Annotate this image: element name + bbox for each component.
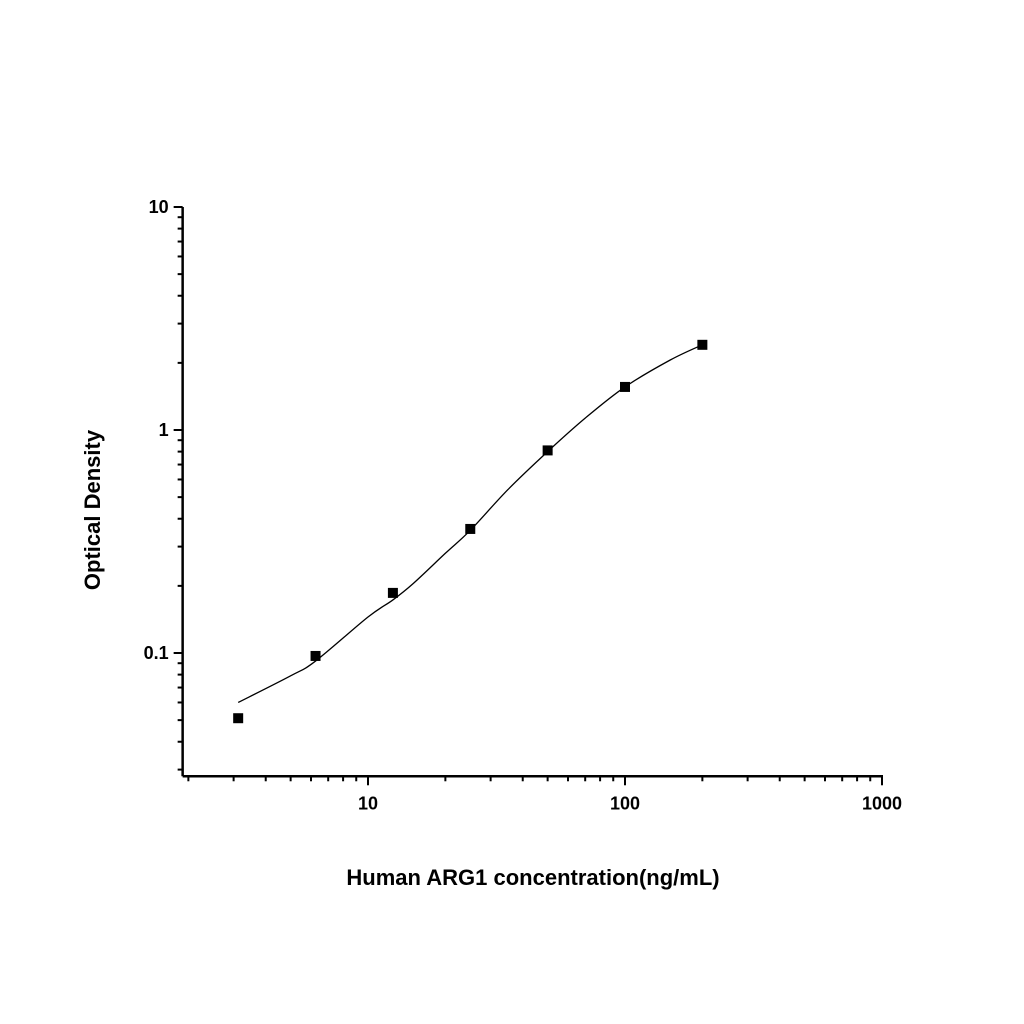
x-tick-label: 10 bbox=[358, 793, 378, 813]
data-point bbox=[465, 523, 476, 534]
y-tick-label: 0.1 bbox=[144, 643, 169, 663]
data-point bbox=[542, 445, 553, 456]
data-point bbox=[387, 587, 398, 598]
data-point bbox=[310, 650, 321, 661]
data-point bbox=[233, 713, 244, 724]
y-tick-labels: 0.1 1 10 bbox=[144, 197, 169, 663]
y-tick-label: 10 bbox=[149, 197, 169, 217]
data-points bbox=[233, 339, 708, 724]
fit-curve bbox=[237, 344, 703, 704]
y-axis-title: Optical Density bbox=[80, 429, 105, 590]
data-point bbox=[620, 381, 630, 392]
x-axis-title: Human ARG1 concentration(ng/mL) bbox=[346, 865, 719, 890]
y-tick-label: 1 bbox=[159, 420, 169, 440]
x-tick-labels: 10 100 1000 bbox=[358, 793, 902, 813]
axes bbox=[173, 206, 883, 786]
x-tick-label: 100 bbox=[610, 793, 640, 813]
x-tick-label: 1000 bbox=[862, 793, 902, 813]
data-point bbox=[697, 339, 708, 350]
